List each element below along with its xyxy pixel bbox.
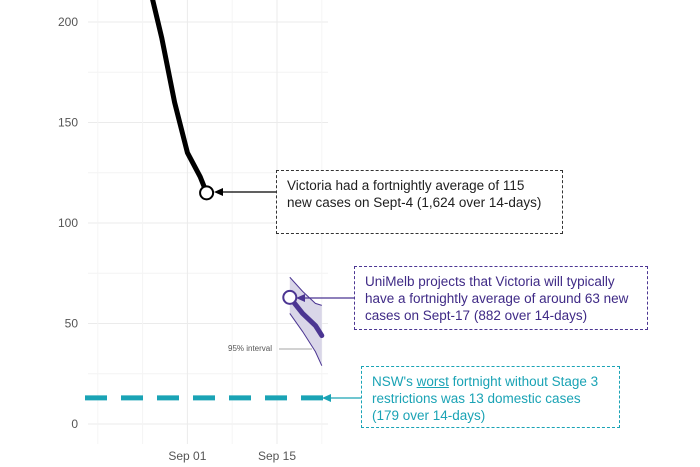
annotation-unimelb-line2: have a fortnightly average of around 63 … (365, 291, 629, 306)
annotation-victoria-line2: new cases on Sept-4 (1,624 over 14-days) (287, 195, 542, 210)
annotation-unimelb: UniMelb projects that Victoria will typi… (354, 266, 648, 330)
annotation-arrow-layer (214, 188, 361, 402)
y-tick-label: 0 (71, 417, 78, 431)
y-tick-label: 100 (58, 216, 78, 230)
annotation-nsw-line1-post: fortnight without Stage 3 (448, 374, 599, 389)
y-tick-label: 150 (58, 116, 78, 130)
annotation-victoria-line1: Victoria had a fortnightly average of 11… (287, 178, 525, 193)
interval-band (289, 277, 322, 366)
annotation-nsw-line2: restrictions was 13 domestic cases (372, 391, 581, 406)
interval-upper-line (289, 276, 322, 306)
annotation-nsw: NSW's worst fortnight without Stage 3 re… (361, 366, 620, 428)
annotation-unimelb-line1: UniMelb projects that Victoria will typi… (365, 274, 615, 289)
series-end-marker (282, 289, 298, 305)
series-layer (150, 0, 325, 339)
annotation-victoria: Victoria had a fortnightly average of 11… (276, 170, 563, 234)
tick-label-layer: 0 50 100 150 200 Sep 01 Sep 15 (58, 15, 296, 463)
x-tick-label: Sep 15 (258, 449, 296, 463)
x-tick-label: Sep 01 (168, 449, 206, 463)
interval-lower-line (289, 313, 323, 366)
annotation-unimelb-line3: cases on Sept-17 (882 over 14-days) (365, 308, 588, 323)
series-line (150, 0, 210, 196)
annotation-nsw-line3: (179 over 14-days) (372, 408, 486, 423)
interval-band-layer: 95% interval (228, 276, 323, 366)
series-end-marker (199, 185, 215, 201)
interval-label: 95% interval (228, 344, 272, 353)
arrow-victoria-head (214, 188, 223, 196)
arrow-unimelb-head (296, 294, 305, 302)
y-tick-label: 50 (65, 317, 79, 331)
annotation-nsw-line1: NSW's worst fortnight without Stage 3 (372, 373, 609, 390)
y-tick-label: 200 (58, 15, 78, 29)
arrow-nsw-head (322, 394, 331, 402)
series-line (287, 294, 325, 339)
annotation-nsw-worst: worst (416, 374, 449, 389)
annotation-nsw-line1-pre: NSW's (372, 374, 417, 389)
